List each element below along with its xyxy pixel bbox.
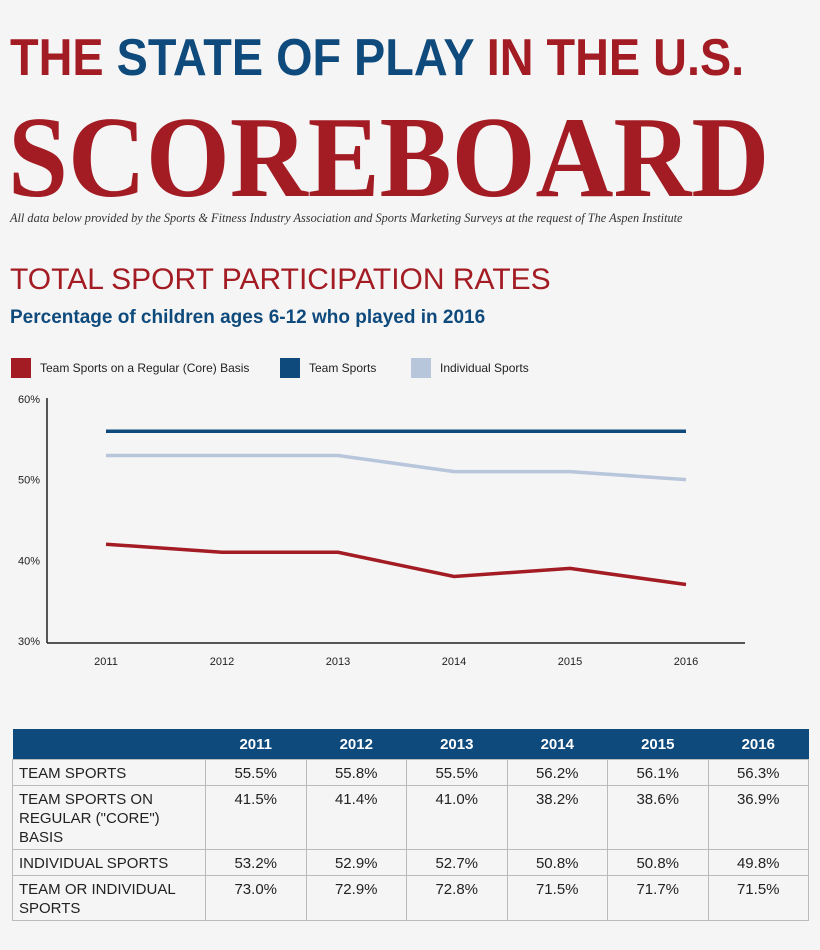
table-cell: 71.7% (607, 875, 709, 921)
legend-swatch (411, 358, 431, 378)
table-cell: 41.4% (305, 785, 407, 850)
column-header: 2016 (708, 729, 809, 760)
x-tick-label: 2014 (442, 656, 466, 668)
legend-swatch (11, 358, 31, 378)
column-header: 2014 (507, 729, 608, 760)
table-cell: 38.6% (607, 785, 709, 850)
table-cell: 55.5% (406, 759, 508, 786)
legend-label: Team Sports (309, 361, 377, 375)
table-row: INDIVIDUAL SPORTS 53.2% 52.9% 52.7% 50.8% 50.… (12, 849, 809, 876)
table-cell: 73.0% (205, 875, 307, 921)
series-line-0 (105, 542, 687, 587)
table-cell: 49.8% (707, 849, 809, 876)
line-chart: 30% 40% 50% 60% 2011 2012 2013 2014 2015 2016 (18, 394, 745, 668)
table-cell: 71.5% (506, 875, 608, 921)
scoreboard-heading: SCOREBOARD (8, 94, 770, 222)
main-title: THE STATE OF PLAY IN THE U.S. (10, 28, 744, 88)
x-tick-label: 2015 (558, 656, 582, 668)
section-subtitle: Percentage of children ages 6-12 who pla… (10, 307, 486, 328)
table-cell: 55.5% (205, 759, 307, 786)
title-part: IN THE U.S. (486, 29, 745, 87)
row-label: TEAM SPORTS ON REGULAR ("CORE") BASIS (12, 785, 206, 850)
table-row: TEAM SPORTS ON REGULAR ("CORE") BASIS 41.… (12, 785, 809, 850)
table-cell: 50.8% (506, 849, 608, 876)
row-label: TEAM SPORTS (12, 759, 206, 786)
x-tick-label: 2013 (326, 656, 350, 668)
table-header-row: 2011 2012 2013 2014 2015 2016 (12, 729, 809, 760)
row-label: TEAM OR INDIVIDUAL SPORTS (12, 875, 206, 921)
series-line-2 (106, 453, 687, 482)
x-tick-label: 2011 (94, 656, 118, 668)
section-title: TOTAL SPORT PARTICIPATION RATES (10, 263, 551, 296)
x-tick-label: 2012 (210, 656, 234, 668)
column-header: 2015 (607, 729, 708, 760)
table-cell: 56.2% (506, 759, 608, 786)
table-row: TEAM OR INDIVIDUAL SPORTS 73.0% 72.9% 72.8%… (12, 875, 809, 921)
table-cell: 72.8% (406, 875, 508, 921)
table-cell: 52.7% (406, 849, 508, 876)
title-part: STATE OF PLAY (116, 29, 474, 87)
row-label: INDIVIDUAL SPORTS (12, 849, 206, 876)
y-tick-label: 40% (18, 555, 40, 567)
table-cell: 53.2% (205, 849, 307, 876)
legend-item-core: Team Sports on a Regular (Core) Basis (11, 358, 249, 378)
y-tick-label: 30% (18, 636, 40, 648)
table-cell: 50.8% (607, 849, 709, 876)
column-header: 2013 (406, 729, 507, 760)
column-header: 2012 (306, 729, 407, 760)
legend-swatch (280, 358, 300, 378)
column-header (12, 729, 206, 760)
x-tick-label: 2016 (674, 656, 698, 668)
data-credit: All data below provided by the Sports & … (10, 211, 683, 225)
y-tick-label: 60% (18, 394, 40, 406)
table-cell: 38.2% (506, 785, 608, 850)
table-cell: 41.0% (406, 785, 508, 850)
table-cell: 71.5% (707, 875, 809, 921)
column-header: 2011 (205, 729, 306, 760)
title-part: THE (10, 29, 104, 87)
y-tick-label: 50% (18, 475, 40, 487)
table-cell: 52.9% (305, 849, 407, 876)
legend-item-individual: Individual Sports (411, 358, 529, 378)
data-table: 2011 2012 2013 2014 2015 2016 TEAM SPORTS 55.5… (12, 729, 809, 921)
table-cell: 56.1% (607, 759, 709, 786)
legend-label: Individual Sports (440, 361, 529, 375)
table-cell: 55.8% (305, 759, 407, 786)
table-cell: 56.3% (707, 759, 809, 786)
table-row: TEAM SPORTS 55.5% 55.8% 55.5% 56.2% 56.1% 56.3… (12, 759, 809, 786)
legend-item-team: Team Sports (280, 358, 376, 378)
table-cell: 41.5% (205, 785, 307, 850)
table-cell: 36.9% (707, 785, 809, 850)
table-cell: 72.9% (305, 875, 407, 921)
legend-label: Team Sports on a Regular (Core) Basis (40, 361, 250, 375)
